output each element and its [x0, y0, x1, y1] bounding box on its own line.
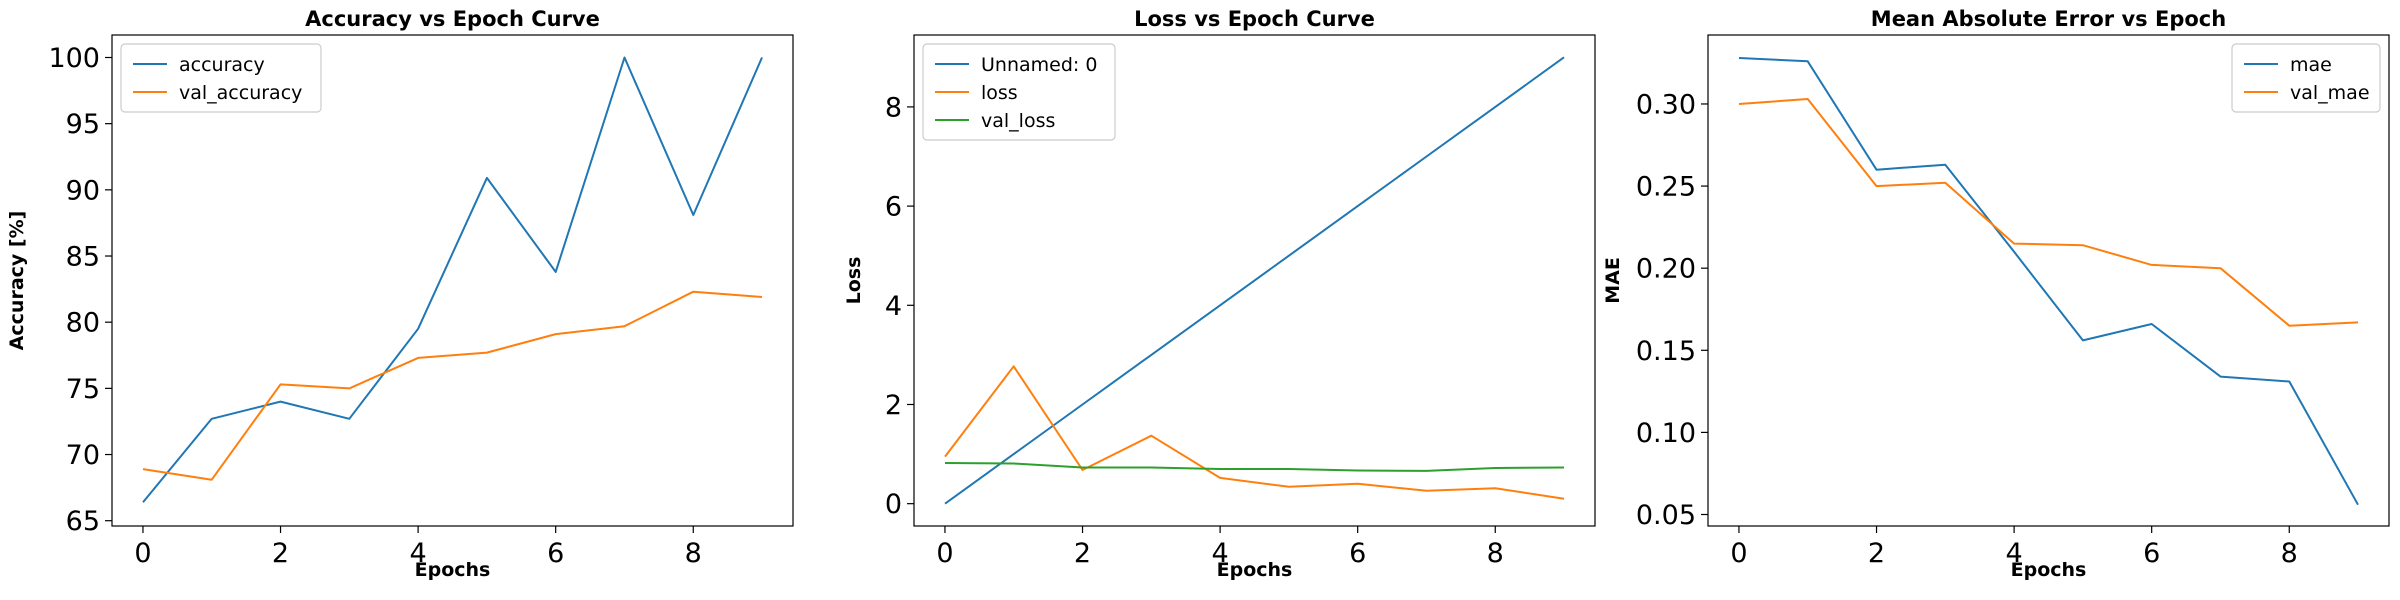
legend-box — [120, 43, 322, 113]
axes-frame — [1707, 34, 2390, 527]
series-line-val-mae — [1738, 98, 2359, 327]
y-tick-label: 100 — [48, 43, 100, 74]
legend-label: val_mae — [2290, 82, 2370, 104]
y-tick-label: 0.15 — [1636, 336, 1696, 367]
chart-panel-1: Accuracy vs Epoch Curve Epochs Accuracy [%… — [6, 7, 794, 581]
x-tick-label: 6 — [2143, 538, 2160, 569]
y-tick-label: 0.25 — [1636, 172, 1696, 203]
y-tick-label: 65 — [66, 506, 100, 537]
y-tick-label: 6 — [885, 192, 902, 223]
y-tick-label: 0.10 — [1636, 418, 1696, 449]
x-tick-label: 2 — [1868, 538, 1885, 569]
y-tick-label: 2 — [885, 390, 902, 421]
y-tick-label: 0.20 — [1636, 254, 1696, 285]
x-tick-label: 8 — [685, 538, 702, 569]
legend-box — [2231, 43, 2381, 113]
series-line-mae — [1738, 57, 2359, 506]
legend: Unnamed: 0 loss val_loss — [922, 43, 1116, 141]
chart-title: Mean Absolute Error vs Epoch — [1871, 7, 2226, 31]
chart-title: Accuracy vs Epoch Curve — [305, 7, 600, 31]
legend: accuracy val_accuracy — [120, 43, 322, 113]
legend-label: accuracy — [179, 54, 265, 76]
y-tick-label: 0.30 — [1636, 89, 1696, 120]
series-line-loss — [944, 365, 1565, 500]
legend-box — [922, 43, 1116, 141]
series-line-val-loss — [944, 462, 1565, 472]
y-tick-label: 0.05 — [1636, 500, 1696, 531]
series-line-val-accuracy — [142, 290, 763, 481]
y-tick-label: 90 — [66, 175, 100, 206]
x-axis-label: Epochs — [1217, 559, 1293, 581]
x-tick-label: 0 — [1730, 538, 1747, 569]
y-axis-label: MAE — [1602, 257, 1624, 304]
y-tick-label: 0 — [885, 489, 902, 520]
x-axis-label: Epochs — [415, 559, 491, 581]
series-line-unnamed-0 — [944, 56, 1565, 505]
y-axis-label: Loss — [843, 257, 865, 305]
y-tick-label: 8 — [885, 92, 902, 123]
x-tick-label: 0 — [134, 538, 151, 569]
y-tick-label: 75 — [66, 374, 100, 405]
legend: mae val_mae — [2231, 43, 2381, 113]
x-tick-label: 6 — [1349, 538, 1366, 569]
x-tick-label: 4 — [410, 538, 427, 569]
chart-panel-3: Mean Absolute Error vs Epoch Epochs MAE 0 2 4… — [1602, 7, 2390, 581]
legend-label: Unnamed: 0 — [981, 54, 1097, 76]
legend-label: mae — [2290, 54, 2332, 76]
x-tick-label: 6 — [547, 538, 564, 569]
legend-label: val_accuracy — [179, 82, 302, 104]
chart-title: Loss vs Epoch Curve — [1134, 7, 1375, 31]
legend-label: val_loss — [981, 110, 1055, 132]
axes-frame — [111, 34, 794, 527]
x-tick-label: 0 — [936, 538, 953, 569]
x-tick-label: 2 — [1074, 538, 1091, 569]
x-tick-label: 2 — [272, 538, 289, 569]
x-tick-label: 4 — [1212, 538, 1229, 569]
x-axis-label: Epochs — [2011, 559, 2087, 581]
y-tick-label: 4 — [885, 291, 902, 322]
x-tick-label: 8 — [2281, 538, 2298, 569]
y-tick-label: 95 — [66, 109, 100, 140]
x-tick-label: 4 — [2006, 538, 2023, 569]
y-tick-label: 85 — [66, 242, 100, 273]
axes-frame — [913, 34, 1596, 527]
x-tick-label: 8 — [1487, 538, 1504, 569]
y-axis-label: Accuracy [%] — [6, 211, 28, 351]
y-tick-label: 70 — [66, 440, 100, 471]
y-tick-label: 80 — [66, 308, 100, 339]
legend-label: loss — [981, 82, 1018, 104]
series-line-accuracy — [142, 56, 763, 503]
